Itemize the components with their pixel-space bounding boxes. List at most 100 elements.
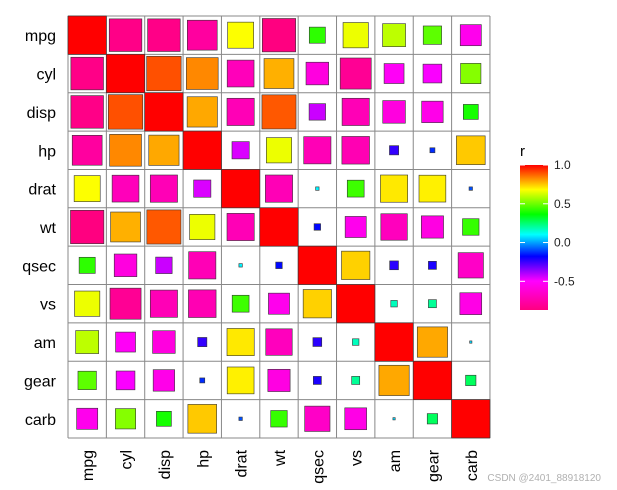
tile-carb-qsec bbox=[304, 405, 331, 432]
tile-hp-cyl bbox=[109, 134, 142, 167]
tile-gear-qsec bbox=[313, 376, 322, 385]
tile-drat-vs bbox=[346, 179, 365, 198]
tile-mpg-gear bbox=[422, 25, 442, 45]
tile-disp-vs bbox=[341, 97, 370, 126]
tile-carb-wt bbox=[270, 410, 288, 428]
y-tick-label-hp: hp bbox=[38, 143, 56, 160]
tile-mpg-drat bbox=[227, 21, 254, 49]
tile-carb-mpg bbox=[76, 407, 99, 430]
legend-tick-label: 1.0 bbox=[554, 158, 571, 172]
tile-qsec-gear bbox=[428, 261, 437, 270]
tile-disp-drat bbox=[226, 97, 255, 126]
tile-hp-qsec bbox=[303, 136, 332, 165]
legend-tick-label: 0.0 bbox=[554, 236, 571, 250]
tile-gear-am bbox=[378, 364, 410, 396]
tile-qsec-hp bbox=[188, 251, 217, 280]
tile-hp-disp bbox=[148, 134, 180, 166]
tile-carb-disp bbox=[156, 410, 172, 427]
tile-qsec-mpg bbox=[78, 256, 96, 274]
x-tick-labels: mpg cyl disp hp drat wt qsec vs am gear carb bbox=[80, 449, 481, 483]
tile-vs-disp bbox=[149, 289, 178, 318]
tile-disp-gear bbox=[421, 100, 444, 123]
legend: r 1.0 0.5 0.0 -0.5 bbox=[520, 143, 575, 310]
tile-am-wt bbox=[265, 328, 293, 356]
tile-mpg-cyl bbox=[108, 18, 143, 52]
legend-tick-label: 0.5 bbox=[554, 197, 571, 211]
x-tick-label-wt: wt bbox=[272, 449, 289, 467]
tile-mpg-wt bbox=[261, 18, 296, 53]
tile-am-vs bbox=[352, 338, 360, 346]
tile-qsec-disp bbox=[155, 256, 173, 274]
x-tick-label-qsec: qsec bbox=[310, 450, 327, 484]
tile-disp-wt bbox=[261, 94, 297, 130]
tile-carb-hp bbox=[187, 404, 217, 434]
tile-wt-hp bbox=[189, 214, 216, 240]
tile-disp-am bbox=[382, 100, 406, 124]
x-tick-label-cyl: cyl bbox=[119, 450, 136, 470]
tile-am-cyl bbox=[115, 331, 136, 353]
tile-am-hp bbox=[197, 337, 208, 347]
tile-am-carb bbox=[469, 340, 473, 344]
tile-disp-carb bbox=[462, 104, 479, 120]
tile-am-drat bbox=[226, 328, 255, 356]
tile-cyl-drat bbox=[226, 59, 255, 88]
y-tick-label-drat: drat bbox=[28, 182, 56, 199]
tile-hp-hp bbox=[182, 130, 222, 170]
x-tick-label-disp: disp bbox=[157, 450, 174, 479]
tile-mpg-qsec bbox=[308, 26, 326, 44]
tile-vs-qsec bbox=[302, 289, 332, 319]
tile-disp-mpg bbox=[70, 95, 104, 129]
tile-vs-am bbox=[390, 300, 398, 308]
tile-gear-gear bbox=[412, 360, 452, 400]
tile-am-am bbox=[374, 322, 414, 362]
tile-vs-vs bbox=[336, 284, 376, 324]
tile-drat-qsec bbox=[315, 186, 320, 191]
tile-hp-wt bbox=[266, 137, 292, 164]
tile-mpg-disp bbox=[147, 18, 181, 52]
y-tick-labels: mpg cyl disp hp drat wt qsec vs am gear carb bbox=[22, 28, 56, 429]
legend-colorbar bbox=[520, 165, 548, 310]
tile-gear-carb bbox=[465, 374, 477, 386]
tile-hp-mpg bbox=[71, 135, 103, 166]
tile-drat-hp bbox=[193, 179, 212, 198]
tile-cyl-qsec bbox=[305, 61, 329, 86]
tile-drat-disp bbox=[149, 174, 178, 203]
tile-am-mpg bbox=[75, 330, 99, 354]
y-tick-label-gear: gear bbox=[24, 373, 57, 390]
tile-gear-drat bbox=[226, 366, 255, 395]
tile-hp-carb bbox=[456, 135, 486, 165]
tile-disp-disp bbox=[144, 92, 184, 132]
tile-qsec-cyl bbox=[113, 253, 138, 277]
tile-mpg-am bbox=[382, 23, 406, 47]
tile-carb-vs bbox=[344, 407, 367, 431]
tile-gear-vs bbox=[351, 376, 361, 385]
tile-cyl-wt bbox=[263, 58, 295, 89]
y-tick-label-am: am bbox=[34, 335, 56, 352]
tile-wt-cyl bbox=[110, 211, 141, 243]
y-tick-label-wt: wt bbox=[39, 220, 57, 237]
tile-hp-vs bbox=[341, 136, 370, 165]
tile-wt-wt bbox=[259, 207, 299, 247]
tile-qsec-wt bbox=[275, 261, 283, 269]
correlation-tiles bbox=[67, 15, 491, 439]
x-tick-label-hp: hp bbox=[195, 450, 212, 468]
tile-mpg-mpg bbox=[67, 15, 107, 55]
tile-am-gear bbox=[416, 326, 448, 358]
tile-wt-disp bbox=[146, 209, 182, 245]
tile-wt-vs bbox=[344, 216, 367, 238]
tile-wt-carb bbox=[462, 218, 480, 236]
tile-wt-qsec bbox=[313, 223, 321, 231]
tile-carb-gear bbox=[426, 413, 438, 425]
x-tick-label-gear: gear bbox=[425, 449, 442, 482]
tile-gear-wt bbox=[267, 368, 291, 392]
tile-hp-am bbox=[389, 145, 399, 156]
tile-gear-mpg bbox=[77, 370, 97, 390]
legend-title: r bbox=[520, 143, 525, 160]
tile-cyl-hp bbox=[186, 57, 219, 90]
tile-cyl-am bbox=[383, 63, 405, 84]
tile-mpg-vs bbox=[342, 22, 369, 49]
tile-hp-drat bbox=[231, 141, 250, 160]
tile-am-disp bbox=[152, 330, 176, 354]
y-tick-label-vs: vs bbox=[40, 297, 56, 314]
